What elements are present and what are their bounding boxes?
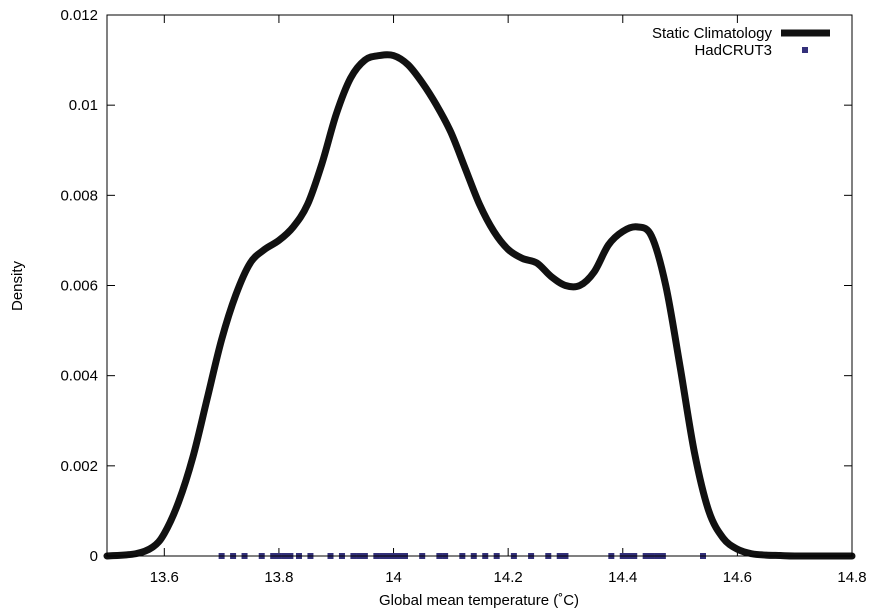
legend-swatch-hadcrut3 [802,47,808,53]
y-tick-label: 0.012 [60,7,98,24]
plot-frame [106,14,853,557]
x-tick-label: 14.4 [608,569,637,586]
legend-label-hadcrut3: HadCRUT3 [694,42,772,59]
y-tick-label: 0 [90,548,98,565]
labels-layer: Global mean temperature (˚C) Density [9,260,579,609]
y-tick-label: 0.01 [69,97,98,114]
ticks-layer: 13.6 13.8 14 14.2 14.4 14.6 14.8 0 0.002 0.004 0.0… [60,7,866,586]
legend-label-static-climatology: Static Climatology [652,25,773,42]
series-line-static-climatology [103,51,856,560]
x-tick-label: 13.8 [264,569,293,586]
y-axis-label: Density [9,260,26,311]
y-tick-label: 0.008 [60,187,98,204]
series-layer [103,51,856,560]
x-tick-label: 14.6 [723,569,752,586]
legend: Static Climatology HadCRUT3 [652,25,830,59]
y-tick-label: 0.002 [60,458,98,475]
x-tick-label: 13.6 [150,569,179,586]
x-tick-label: 14 [385,569,402,586]
x-tick-label: 14.2 [494,569,523,586]
y-tick-label: 0.006 [60,278,98,295]
x-tick-label: 14.8 [837,569,866,586]
x-axis-label: Global mean temperature (˚C) [379,592,579,609]
y-tick-label: 0.004 [60,368,98,385]
